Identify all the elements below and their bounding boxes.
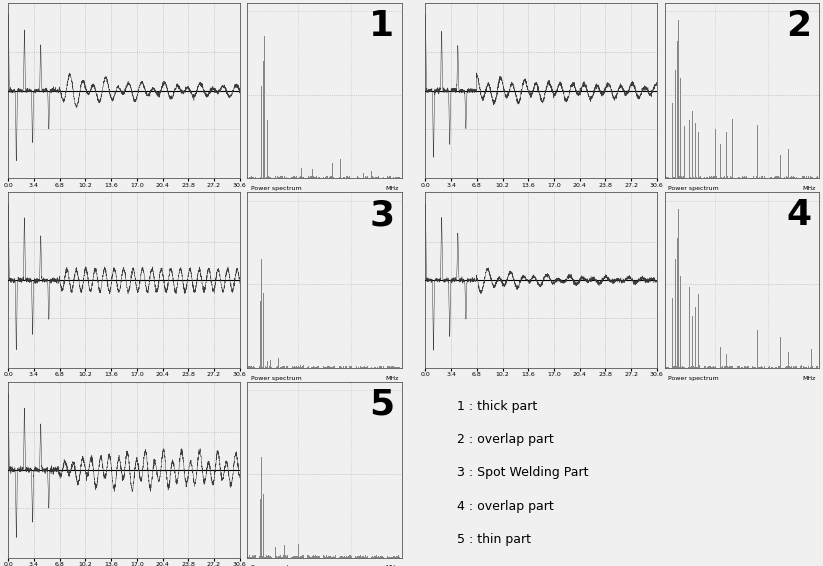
Text: 5 : thin part: 5 : thin part — [457, 533, 531, 546]
Text: Power spectrum: Power spectrum — [667, 186, 718, 191]
Text: 4: 4 — [786, 198, 811, 232]
Text: MHz: MHz — [802, 376, 816, 381]
Text: 5: 5 — [370, 388, 394, 422]
Text: Power spectrum: Power spectrum — [250, 565, 301, 566]
Text: MHz: MHz — [385, 186, 398, 191]
Text: Power spectrum: Power spectrum — [667, 376, 718, 381]
Text: 1: 1 — [370, 8, 394, 42]
Text: 3 : Spot Welding Part: 3 : Spot Welding Part — [457, 466, 588, 479]
Text: MHz: MHz — [385, 376, 398, 381]
Text: MHz: MHz — [385, 565, 398, 566]
Text: MHz: MHz — [802, 186, 816, 191]
Text: 1 : thick part: 1 : thick part — [457, 400, 537, 413]
Text: 4 : overlap part: 4 : overlap part — [457, 500, 554, 513]
Text: Power spectrum: Power spectrum — [250, 186, 301, 191]
Text: 3: 3 — [370, 198, 394, 232]
Text: Power spectrum: Power spectrum — [250, 376, 301, 381]
Text: 2: 2 — [786, 8, 811, 42]
Text: 2 : overlap part: 2 : overlap part — [457, 433, 554, 446]
